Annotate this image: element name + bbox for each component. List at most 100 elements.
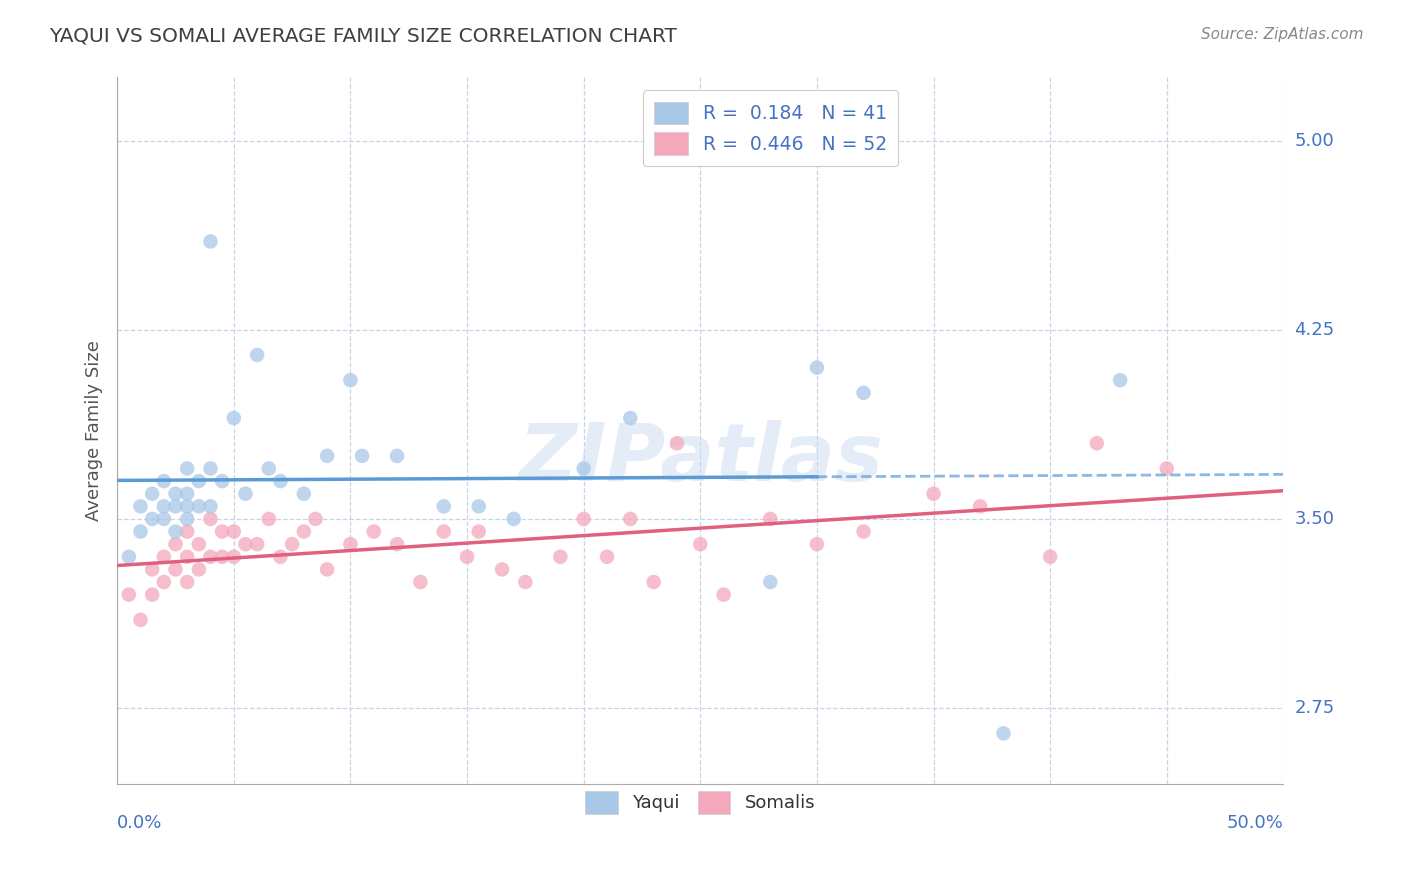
Point	[1039, 549, 1062, 564]
Point	[165, 537, 187, 551]
Point	[200, 235, 222, 249]
Point	[165, 500, 187, 514]
Point	[1085, 436, 1108, 450]
Text: 0.0%: 0.0%	[117, 814, 163, 832]
Point	[304, 512, 326, 526]
Point	[316, 562, 339, 576]
Point	[200, 500, 222, 514]
Point	[572, 461, 595, 475]
Point	[852, 385, 875, 400]
Point	[257, 461, 280, 475]
Point	[176, 512, 198, 526]
Point	[759, 512, 782, 526]
Point	[222, 411, 245, 425]
Point	[619, 411, 641, 425]
Point	[596, 549, 619, 564]
Point	[187, 537, 209, 551]
Point	[141, 486, 163, 500]
Point	[176, 500, 198, 514]
Point	[665, 436, 688, 450]
Point	[165, 524, 187, 539]
Text: Source: ZipAtlas.com: Source: ZipAtlas.com	[1201, 27, 1364, 42]
Point	[339, 373, 361, 387]
Point	[515, 574, 537, 589]
Point	[339, 537, 361, 551]
Point	[141, 588, 163, 602]
Text: ZIPatlas: ZIPatlas	[517, 420, 883, 498]
Point	[200, 461, 222, 475]
Point	[806, 360, 828, 375]
Point	[118, 549, 141, 564]
Point	[153, 574, 176, 589]
Y-axis label: Average Family Size: Average Family Size	[86, 340, 103, 521]
Point	[572, 512, 595, 526]
Point	[1109, 373, 1132, 387]
Point	[385, 537, 408, 551]
Point	[246, 537, 269, 551]
Point	[643, 574, 665, 589]
Point	[200, 512, 222, 526]
Point	[456, 549, 478, 564]
Text: 3.50: 3.50	[1295, 510, 1334, 528]
Point	[292, 524, 315, 539]
Point	[467, 524, 489, 539]
Point	[969, 500, 991, 514]
Point	[129, 524, 152, 539]
Point	[176, 574, 198, 589]
Point	[491, 562, 513, 576]
Point	[176, 524, 198, 539]
Point	[141, 562, 163, 576]
Point	[153, 500, 176, 514]
Point	[235, 486, 257, 500]
Point	[187, 500, 209, 514]
Point	[806, 537, 828, 551]
Text: 50.0%: 50.0%	[1226, 814, 1284, 832]
Point	[269, 474, 291, 488]
Point	[467, 500, 489, 514]
Point	[165, 486, 187, 500]
Point	[235, 537, 257, 551]
Point	[187, 474, 209, 488]
Point	[165, 562, 187, 576]
Point	[129, 500, 152, 514]
Point	[619, 512, 641, 526]
Point	[409, 574, 432, 589]
Point	[118, 588, 141, 602]
Point	[200, 549, 222, 564]
Point	[713, 588, 735, 602]
Point	[993, 726, 1015, 740]
Point	[176, 486, 198, 500]
Point	[211, 524, 233, 539]
Point	[689, 537, 711, 551]
Point	[153, 512, 176, 526]
Point	[385, 449, 408, 463]
Text: 5.00: 5.00	[1295, 131, 1334, 150]
Point	[352, 449, 374, 463]
Point	[153, 474, 176, 488]
Text: 2.75: 2.75	[1295, 699, 1334, 717]
Text: YAQUI VS SOMALI AVERAGE FAMILY SIZE CORRELATION CHART: YAQUI VS SOMALI AVERAGE FAMILY SIZE CORR…	[49, 27, 678, 45]
Point	[502, 512, 524, 526]
Point	[433, 500, 456, 514]
Point	[176, 461, 198, 475]
Point	[292, 486, 315, 500]
Point	[281, 537, 304, 551]
Point	[153, 549, 176, 564]
Text: 4.25: 4.25	[1295, 321, 1334, 339]
Point	[269, 549, 291, 564]
Point	[852, 524, 875, 539]
Point	[246, 348, 269, 362]
Point	[922, 486, 945, 500]
Point	[363, 524, 385, 539]
Point	[433, 524, 456, 539]
Point	[129, 613, 152, 627]
Point	[211, 474, 233, 488]
Point	[550, 549, 572, 564]
Point	[222, 524, 245, 539]
Legend: Yaqui, Somalis: Yaqui, Somalis	[578, 784, 823, 821]
Point	[257, 512, 280, 526]
Point	[759, 574, 782, 589]
Point	[176, 549, 198, 564]
Point	[1156, 461, 1178, 475]
Point	[141, 512, 163, 526]
